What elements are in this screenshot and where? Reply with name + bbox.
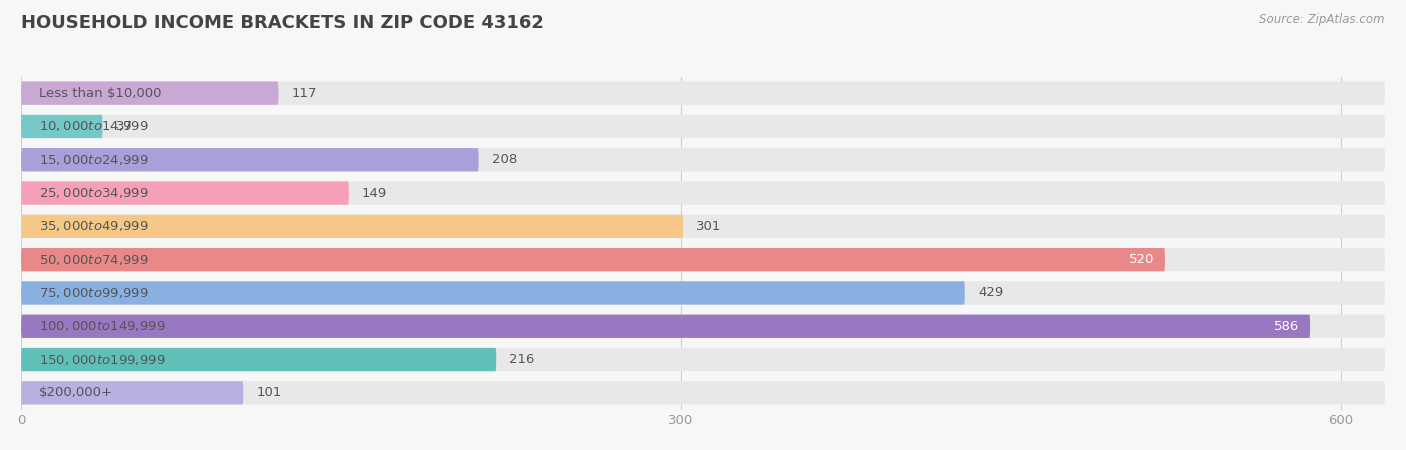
Text: $75,000 to $99,999: $75,000 to $99,999	[39, 286, 149, 300]
FancyBboxPatch shape	[21, 148, 1385, 171]
FancyBboxPatch shape	[21, 281, 1385, 305]
FancyBboxPatch shape	[21, 181, 349, 205]
Text: Less than $10,000: Less than $10,000	[39, 87, 162, 99]
FancyBboxPatch shape	[21, 348, 496, 371]
Text: HOUSEHOLD INCOME BRACKETS IN ZIP CODE 43162: HOUSEHOLD INCOME BRACKETS IN ZIP CODE 43…	[21, 14, 544, 32]
Text: 208: 208	[492, 153, 517, 166]
Text: 301: 301	[696, 220, 721, 233]
Text: 216: 216	[509, 353, 534, 366]
FancyBboxPatch shape	[21, 215, 1385, 238]
Text: 101: 101	[256, 387, 281, 399]
Text: $15,000 to $24,999: $15,000 to $24,999	[39, 153, 149, 167]
Text: 429: 429	[979, 287, 1004, 299]
Text: $35,000 to $49,999: $35,000 to $49,999	[39, 219, 149, 234]
FancyBboxPatch shape	[21, 215, 683, 238]
FancyBboxPatch shape	[21, 148, 478, 171]
Text: 149: 149	[363, 187, 387, 199]
Text: $10,000 to $14,999: $10,000 to $14,999	[39, 119, 149, 134]
FancyBboxPatch shape	[21, 81, 1385, 105]
FancyBboxPatch shape	[21, 248, 1385, 271]
Text: $25,000 to $34,999: $25,000 to $34,999	[39, 186, 149, 200]
Text: $50,000 to $74,999: $50,000 to $74,999	[39, 252, 149, 267]
FancyBboxPatch shape	[21, 115, 1385, 138]
Text: $100,000 to $149,999: $100,000 to $149,999	[39, 319, 166, 333]
FancyBboxPatch shape	[21, 81, 278, 105]
Text: 37: 37	[115, 120, 132, 133]
Text: $200,000+: $200,000+	[39, 387, 112, 399]
FancyBboxPatch shape	[21, 181, 1385, 205]
Text: 520: 520	[1129, 253, 1154, 266]
Text: $150,000 to $199,999: $150,000 to $199,999	[39, 352, 166, 367]
Text: 586: 586	[1274, 320, 1299, 333]
FancyBboxPatch shape	[21, 315, 1310, 338]
FancyBboxPatch shape	[21, 348, 1385, 371]
FancyBboxPatch shape	[21, 315, 1385, 338]
FancyBboxPatch shape	[21, 248, 1166, 271]
Text: Source: ZipAtlas.com: Source: ZipAtlas.com	[1260, 14, 1385, 27]
FancyBboxPatch shape	[21, 381, 1385, 405]
FancyBboxPatch shape	[21, 281, 965, 305]
FancyBboxPatch shape	[21, 115, 103, 138]
FancyBboxPatch shape	[21, 381, 243, 405]
Text: 117: 117	[291, 87, 318, 99]
